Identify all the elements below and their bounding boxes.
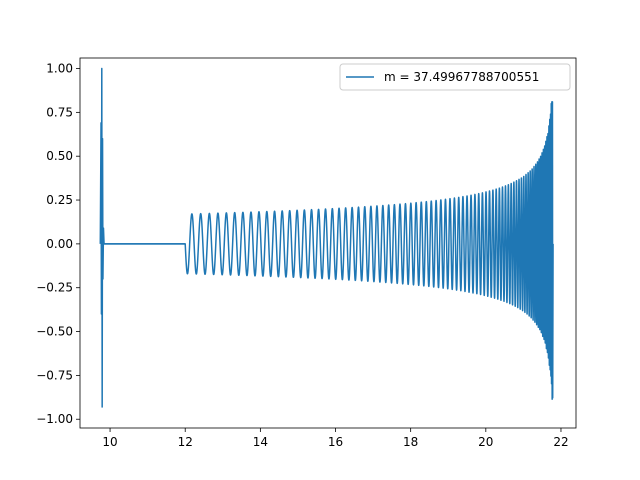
legend: m = 37.49967788700551	[339, 63, 571, 91]
legend-box	[339, 63, 571, 91]
y-tick-label: 0.75	[46, 105, 73, 119]
x-tick-label: 18	[403, 435, 418, 449]
x-tick-label: 10	[102, 435, 117, 449]
legend-label: m = 37.49967788700551	[384, 70, 539, 84]
x-axis: 10 12 14 16 18 20 22	[102, 428, 569, 449]
x-tick-label: 20	[478, 435, 493, 449]
plot-area	[79, 57, 577, 429]
y-tick-label: −0.75	[36, 368, 73, 382]
y-tick-label: −0.25	[36, 281, 73, 295]
x-tick-label: 16	[328, 435, 343, 449]
axes-frame	[79, 57, 577, 429]
y-tick-label: −0.50	[36, 325, 73, 339]
y-tick-label: 0.00	[46, 237, 73, 251]
y-axis: 1.00 0.75 0.50 0.25 0.00 −0.25 −0.50 −0.75 −1.00	[36, 62, 80, 426]
x-tick-label: 14	[253, 435, 268, 449]
x-tick-label: 22	[553, 435, 568, 449]
y-tick-label: 0.25	[46, 193, 73, 207]
y-tick-label: 1.00	[46, 62, 73, 76]
y-tick-label: −1.00	[36, 412, 73, 426]
series-line	[99, 67, 554, 408]
x-tick-label: 12	[178, 435, 193, 449]
y-tick-label: 0.50	[46, 149, 73, 163]
